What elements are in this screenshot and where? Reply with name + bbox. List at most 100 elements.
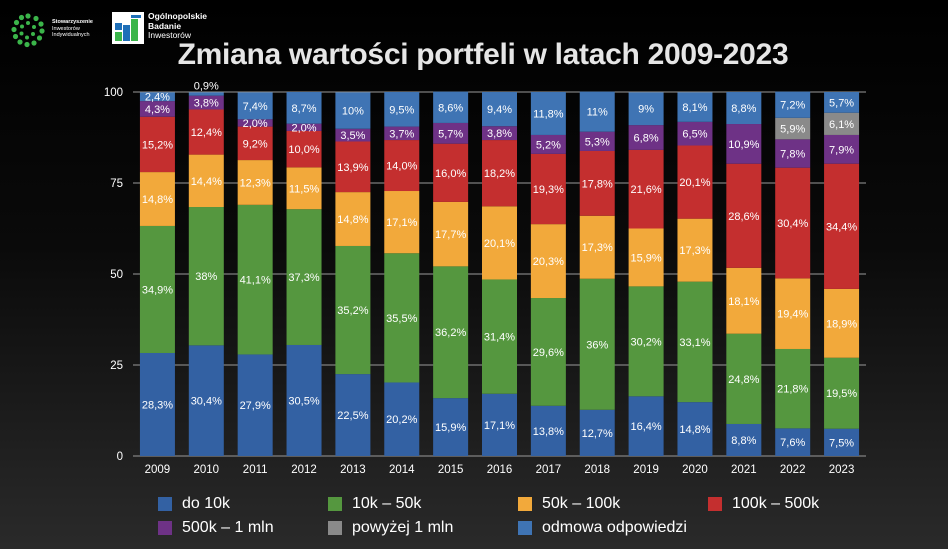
- sii-logo-icon: [11, 13, 45, 48]
- data-label: 3,8%: [194, 98, 219, 110]
- bar-segment: [628, 149, 664, 229]
- legend-item: odmowa odpowiedzi: [518, 518, 708, 538]
- bar-segment: [384, 126, 420, 141]
- bar-segment: [726, 92, 762, 125]
- y-tick-label: 0: [117, 451, 123, 463]
- bar-segment: [726, 333, 762, 424]
- data-label: 29,6%: [533, 347, 564, 359]
- data-label: 8,7%: [291, 103, 316, 115]
- data-label: 16,0%: [435, 168, 466, 180]
- bar-segment: [139, 352, 175, 456]
- data-label: 21,6%: [630, 184, 661, 196]
- bar-segment: [775, 117, 811, 140]
- data-label: 16,4%: [630, 421, 661, 433]
- bar-segment: [188, 345, 224, 456]
- data-label: 18,2%: [484, 168, 515, 180]
- legend-swatch: [158, 521, 172, 535]
- data-label: 19,4%: [777, 309, 808, 321]
- legend-label: 500k – 1 mln: [182, 519, 274, 536]
- bar-segment: [335, 128, 371, 142]
- data-label: 31,4%: [484, 332, 515, 344]
- bar-segment: [384, 382, 420, 456]
- legend-label: 50k – 100k: [542, 495, 621, 512]
- bar-segment: [335, 141, 371, 193]
- y-tick-label: 25: [110, 360, 123, 372]
- bar-segment: [433, 201, 469, 267]
- data-label: 9,4%: [487, 104, 512, 116]
- sii-logo-line-3: Indywidualnych: [52, 32, 90, 38]
- data-label: 21,8%: [777, 384, 808, 396]
- bar-segment: [824, 92, 860, 113]
- data-label: 14,8%: [679, 424, 710, 436]
- bar-segment: [237, 92, 273, 120]
- data-label: 7,2%: [780, 100, 805, 112]
- data-label: 18,1%: [728, 296, 759, 308]
- data-label: 15,9%: [630, 252, 661, 264]
- data-label: 17,3%: [582, 242, 613, 254]
- obi-logo-line-2: Badanie: [148, 20, 182, 31]
- bar-segment: [384, 253, 420, 383]
- data-label: 30,5%: [288, 395, 319, 407]
- x-tick-label: 2011: [243, 464, 268, 476]
- bar-segment: [775, 278, 811, 349]
- legend-item: 500k – 1 mln: [158, 518, 328, 538]
- bar-segment: [482, 140, 517, 207]
- bar-segment: [237, 126, 273, 161]
- bar-segment: [677, 218, 713, 282]
- data-label: 15,9%: [435, 422, 466, 434]
- bar-segment: [824, 112, 860, 135]
- bar-segment: [530, 298, 566, 406]
- data-label: 30,2%: [630, 336, 661, 348]
- data-label: 4,3%: [145, 104, 170, 116]
- data-label: 30,4%: [191, 396, 222, 408]
- data-label: 8,8%: [731, 103, 756, 115]
- obi-logo-line-1: Ogólnopolskie: [148, 11, 208, 21]
- bar-segment: [824, 428, 860, 456]
- x-tick-label: 2014: [389, 464, 415, 476]
- legend-label: 100k – 500k: [732, 495, 820, 512]
- bar-segment: [433, 266, 469, 399]
- data-label: 20,1%: [484, 238, 515, 250]
- obi-logo-icon: [112, 12, 144, 44]
- data-label: 34,4%: [826, 221, 857, 233]
- bar-segment: [579, 150, 615, 216]
- sii-logo-line-1: Stowarzyszenie: [52, 19, 93, 25]
- data-label: 30,4%: [777, 218, 808, 230]
- data-label: 11,8%: [533, 108, 564, 120]
- bar-segment: [237, 119, 273, 127]
- x-tick-label: 2022: [780, 464, 806, 476]
- x-tick-label: 2016: [487, 464, 513, 476]
- bar-segment: [824, 357, 860, 429]
- legend-item: 50k – 100k: [518, 494, 708, 514]
- x-tick-label: 2020: [682, 464, 708, 476]
- chart-title: Zmiana wartości portfeli w latach 2009-2…: [177, 38, 789, 71]
- bar-segment: [286, 130, 322, 168]
- bar-segment: [726, 423, 762, 456]
- data-label: 27,9%: [240, 400, 271, 412]
- bar-segment: [335, 92, 371, 129]
- data-label: 12,4%: [191, 127, 222, 139]
- legend-swatch: [328, 497, 342, 511]
- y-tick-label: 50: [110, 269, 123, 281]
- data-label: 5,7%: [829, 97, 854, 109]
- data-label: 37,3%: [288, 272, 319, 284]
- data-label: 9%: [638, 104, 654, 116]
- x-tick-label: 2018: [584, 464, 610, 476]
- y-tick-label: 75: [110, 178, 123, 190]
- data-label: 17,8%: [582, 178, 613, 190]
- data-label: 9,5%: [389, 104, 414, 116]
- data-label: 2,0%: [243, 118, 268, 130]
- x-tick-label: 2012: [291, 464, 317, 476]
- bar-segment: [237, 204, 273, 355]
- data-label: 7,9%: [829, 144, 854, 156]
- data-label: 15,2%: [142, 139, 173, 151]
- data-label: 35,2%: [337, 305, 368, 317]
- sii-logo-text: Stowarzyszenie Inwestorów Indywidualnych: [52, 19, 122, 39]
- data-label: 7,5%: [829, 437, 854, 449]
- data-label: 13,9%: [337, 162, 368, 174]
- bar-segment: [384, 191, 420, 254]
- bar-segment: [139, 101, 175, 117]
- bar-segment: [824, 288, 860, 358]
- data-label: 6,8%: [634, 133, 659, 145]
- data-label: 11,5%: [289, 183, 320, 195]
